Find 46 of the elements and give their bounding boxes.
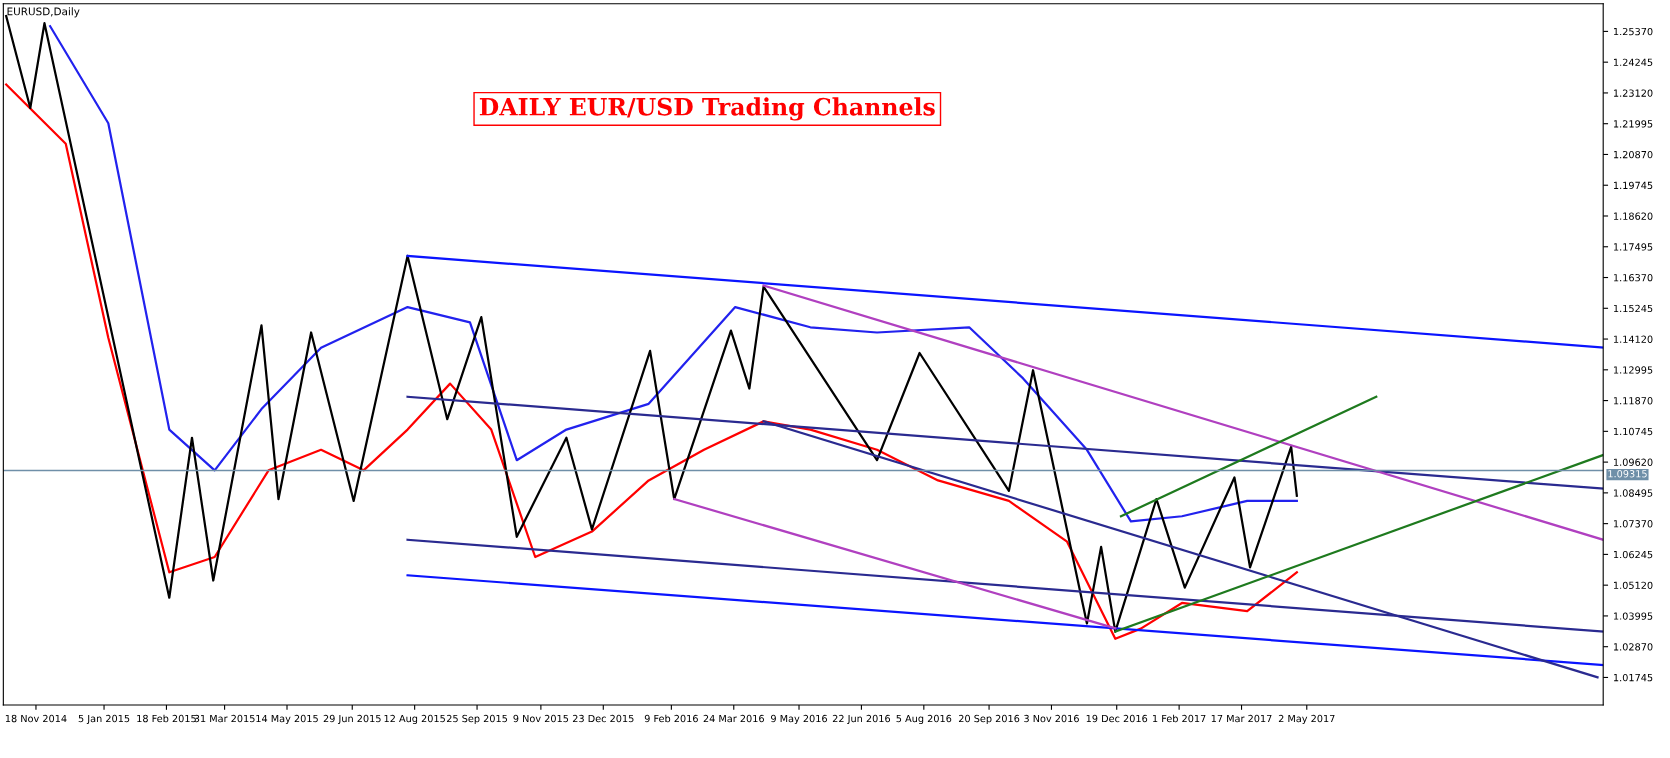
x-tick-label: 2 May 2017 (1278, 714, 1335, 725)
y-tick-label: 1.01745 (1613, 673, 1653, 682)
x-tick-label: 25 Sep 2015 (446, 714, 508, 725)
y-tick-label: 1.25370 (1613, 27, 1653, 36)
x-tick-label: 24 Mar 2016 (703, 714, 764, 723)
x-tick-label: 9 Nov 2015 (513, 714, 569, 723)
y-tick-label: 1.12995 (1613, 366, 1653, 374)
x-tick-label: 5 Jan 2015 (78, 714, 130, 724)
x-tick-label: 31 Mar 2015 (194, 714, 255, 723)
y-tick-label: 1.07370 (1613, 520, 1653, 528)
x-tick-label: 23 Dec 2015 (572, 714, 634, 723)
x-tick-label: 22 Jun 2016 (832, 714, 891, 724)
y-tick-label: 1.24245 (1613, 58, 1653, 67)
y-tick-label: 1.02870 (1613, 643, 1653, 651)
y-tick-label: 1.03995 (1613, 612, 1653, 620)
y-tick-label: 1.19745 (1613, 181, 1653, 190)
x-tick-label: 14 May 2015 (256, 714, 318, 725)
x-tick-label: 17 Mar 2017 (1211, 714, 1272, 723)
x-tick-label: 9 Feb 2016 (644, 714, 698, 723)
y-tick-label: 1.18620 (1613, 212, 1653, 220)
y-tick-label: 1.15245 (1613, 304, 1653, 313)
text: DAILY EUR/USD Trading Channels (479, 97, 935, 121)
y-tick-label: 1.23120 (1613, 89, 1653, 97)
x-tick-label: 9 May 2016 (771, 714, 828, 725)
y-tick-label: 1.20870 (1613, 150, 1653, 159)
annotation: EURUSD,Daily (7, 7, 80, 18)
y-tick-label: 1.21995 (1613, 120, 1653, 128)
x-tick-label: 3 Nov 2016 (1024, 714, 1079, 723)
x-tick-label: 18 Feb 2015 (137, 714, 196, 723)
y-tick-label: 1.10745 (1613, 427, 1653, 436)
y-tick-label: 1.08495 (1613, 489, 1653, 497)
ref-line-label: 1.09315 (1608, 470, 1647, 478)
x-tick-label: 29 Jun 2015 (323, 714, 381, 724)
y-tick-label: 1.17495 (1613, 243, 1653, 251)
y-tick-label: 1.16370 (1613, 274, 1653, 282)
y-tick-label: 1.05120 (1613, 581, 1653, 589)
x-tick-label: 12 Aug 2015 (384, 714, 445, 725)
y-tick-label: 1.11870 (1613, 397, 1653, 405)
x-tick-label: 20 Sep 2016 (958, 714, 1020, 725)
x-tick-label: 18 Nov 2014 (5, 714, 67, 723)
x-tick-label: 19 Dec 2016 (1086, 714, 1148, 723)
y-tick-label: 1.09620 (1613, 458, 1653, 466)
x-tick-label: 1 Feb 2017 (1153, 714, 1206, 723)
y-tick-label: 1.14120 (1613, 335, 1653, 343)
y-tick-label: 1.06245 (1613, 550, 1653, 559)
x-tick-label: 5 Aug 2016 (896, 714, 952, 725)
